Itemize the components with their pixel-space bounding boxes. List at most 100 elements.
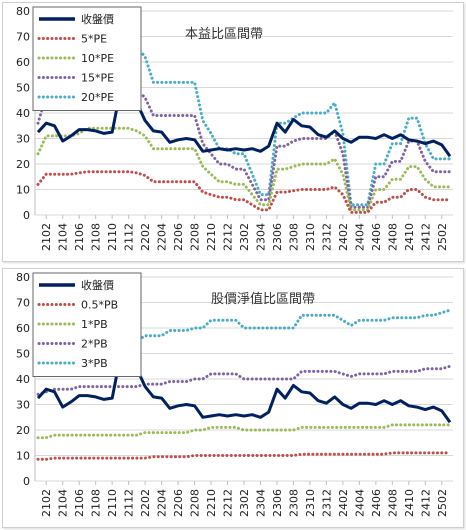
pb-series-line bbox=[36, 364, 452, 396]
pe-x-tick-label: 2402 bbox=[337, 223, 350, 251]
pe-series-line bbox=[36, 170, 452, 214]
pb-y-tick-label: 80 bbox=[16, 271, 30, 284]
pb-x-tick-label: 2210 bbox=[205, 489, 218, 517]
pe-legend-label: 10*PE bbox=[81, 52, 114, 65]
pe-x-tick-label: 2404 bbox=[353, 223, 366, 251]
pb-x-tick-label: 2106 bbox=[73, 489, 86, 517]
pe-x-tick-label: 2410 bbox=[403, 223, 416, 251]
pe-x-tick-label: 2206 bbox=[172, 223, 185, 251]
pe-x-tick-label: 2110 bbox=[106, 223, 119, 251]
pb-x-tick-label: 2104 bbox=[57, 489, 70, 517]
pe-x-tick-label: 2306 bbox=[271, 223, 284, 251]
pe-x-tick-label: 2502 bbox=[436, 223, 449, 251]
pe-band-chart: 0 10 20 30 40 50 60 70 80 2102 2104 2106 2108 2110 21… bbox=[2, 2, 464, 262]
pb-x-ticks: 2102 2104 2106 2108 2110 2112 2202 2204 2206 2208… bbox=[40, 489, 449, 517]
pe-legend-label: 15*PE bbox=[81, 72, 114, 85]
pe-x-tick-label: 2108 bbox=[90, 223, 103, 251]
pb-series-line bbox=[36, 451, 452, 461]
pb-x-tick-label: 2202 bbox=[139, 489, 152, 517]
pb-x-tick-label: 2410 bbox=[403, 489, 416, 517]
pe-x-tick-label: 2104 bbox=[57, 223, 70, 251]
pb-x-tick-label: 2404 bbox=[353, 489, 366, 517]
pe-x-tick-label: 2102 bbox=[40, 223, 53, 251]
pe-y-tick-label: 50 bbox=[16, 82, 30, 95]
pb-legend-label: 1*PB bbox=[81, 318, 108, 331]
pe-x-ticks: 2102 2104 2106 2108 2110 2112 2202 2204 2206 2208… bbox=[40, 223, 449, 251]
pe-series-line bbox=[36, 88, 452, 158]
pb-series-line bbox=[36, 308, 452, 353]
pe-y-tick-label: 40 bbox=[16, 107, 30, 120]
pb-y-tick-label: 0 bbox=[23, 475, 30, 488]
pb-x-tick-label: 2312 bbox=[320, 489, 333, 517]
pe-y-tick-label: 20 bbox=[16, 158, 30, 171]
pe-y-tick-label: 80 bbox=[16, 5, 30, 18]
pe-series-lines bbox=[36, 40, 452, 214]
pe-x-tick-label: 2412 bbox=[419, 223, 432, 251]
pb-x-tick-label: 2108 bbox=[90, 489, 103, 517]
pe-x-tick-label: 2310 bbox=[304, 223, 317, 251]
pe-x-tick-label: 2408 bbox=[386, 223, 399, 251]
pb-x-tick-label: 2304 bbox=[254, 489, 267, 517]
pb-y-ticks: 0 10 20 30 40 50 60 70 80 bbox=[16, 271, 30, 488]
pe-series-line bbox=[36, 40, 452, 207]
pb-chart-title: 股價淨值比區間帶 bbox=[211, 291, 315, 307]
pb-legend: 收盤價 0.5*PB 1*PB 2*PB 3*PB bbox=[32, 272, 142, 377]
pb-y-tick-label: 40 bbox=[16, 373, 30, 386]
pe-legend-label: 20*PE bbox=[81, 91, 114, 104]
pe-x-tick-label: 2302 bbox=[238, 223, 251, 251]
pb-band-chart: 0 10 20 30 40 50 60 70 80 2102 2104 2106 2108 2110 21… bbox=[2, 268, 464, 528]
pe-legend-label: 5*PE bbox=[81, 33, 107, 46]
pe-x-tick-label: 2208 bbox=[189, 223, 202, 251]
pe-x-tick-label: 2112 bbox=[123, 223, 136, 251]
pe-y-tick-label: 60 bbox=[16, 56, 30, 69]
pb-x-tick-label: 2302 bbox=[238, 489, 251, 517]
pe-y-tick-label: 70 bbox=[16, 31, 30, 44]
pe-y-tick-label: 30 bbox=[16, 133, 30, 146]
pb-x-tick-label: 2412 bbox=[419, 489, 432, 517]
pb-series-line bbox=[36, 423, 452, 440]
pe-y-tick-label: 0 bbox=[23, 209, 30, 222]
pe-series-line bbox=[36, 126, 452, 212]
pb-x-tick-label: 2306 bbox=[271, 489, 284, 517]
pb-legend-label: 收盤價 bbox=[81, 278, 114, 292]
pb-x-tick-label: 2502 bbox=[436, 489, 449, 517]
pb-x-tick-label: 2408 bbox=[386, 489, 399, 517]
pb-y-tick-label: 70 bbox=[16, 297, 30, 310]
pb-y-tick-label: 50 bbox=[16, 348, 30, 361]
pb-y-tick-label: 30 bbox=[16, 399, 30, 412]
pb-x-tick-label: 2308 bbox=[287, 489, 300, 517]
pb-x-tick-label: 2112 bbox=[123, 489, 136, 517]
pb-y-tick-label: 20 bbox=[16, 424, 30, 437]
pb-x-tick-label: 2212 bbox=[222, 489, 235, 517]
pe-y-ticks: 0 10 20 30 40 50 60 70 80 bbox=[16, 5, 30, 222]
pe-x-tick-label: 2204 bbox=[156, 223, 169, 251]
pe-x-tick-label: 2304 bbox=[254, 223, 267, 251]
pe-x-tick-label: 2308 bbox=[287, 223, 300, 251]
pb-band-chart-svg: 0 10 20 30 40 50 60 70 80 2102 2104 2106 2108 2110 21… bbox=[16, 271, 453, 517]
pe-y-tick-label: 10 bbox=[16, 184, 30, 197]
pb-y-tick-label: 60 bbox=[16, 322, 30, 335]
pb-y-tick-label: 10 bbox=[16, 450, 30, 463]
pb-legend-label: 2*PB bbox=[81, 338, 108, 351]
pb-x-tick-label: 2206 bbox=[172, 489, 185, 517]
pb-x-tick-label: 2402 bbox=[337, 489, 350, 517]
pb-x-tick-label: 2406 bbox=[370, 489, 383, 517]
pb-legend-label: 0.5*PB bbox=[81, 299, 118, 312]
pb-x-tick-label: 2110 bbox=[106, 489, 119, 517]
pb-x-tick-label: 2102 bbox=[40, 489, 53, 517]
pe-legend-label: 收盤價 bbox=[81, 12, 114, 26]
pe-x-tick-label: 2312 bbox=[320, 223, 333, 251]
pe-x-tick-label: 2406 bbox=[370, 223, 383, 251]
pb-x-tick-label: 2208 bbox=[189, 489, 202, 517]
pe-x-tick-label: 2212 bbox=[222, 223, 235, 251]
pe-x-tick-label: 2202 bbox=[139, 223, 152, 251]
pb-series-lines bbox=[36, 308, 452, 461]
pe-chart-title: 本益比區間帶 bbox=[185, 27, 263, 42]
pe-x-tick-label: 2106 bbox=[73, 223, 86, 251]
pe-series-line bbox=[36, 83, 452, 209]
pb-x-tick-label: 2310 bbox=[304, 489, 317, 517]
pb-series-line bbox=[36, 354, 452, 424]
pb-legend-label: 3*PB bbox=[81, 357, 108, 370]
pe-legend: 收盤價 5*PE 10*PE 15*PE 20*PE bbox=[32, 6, 142, 111]
